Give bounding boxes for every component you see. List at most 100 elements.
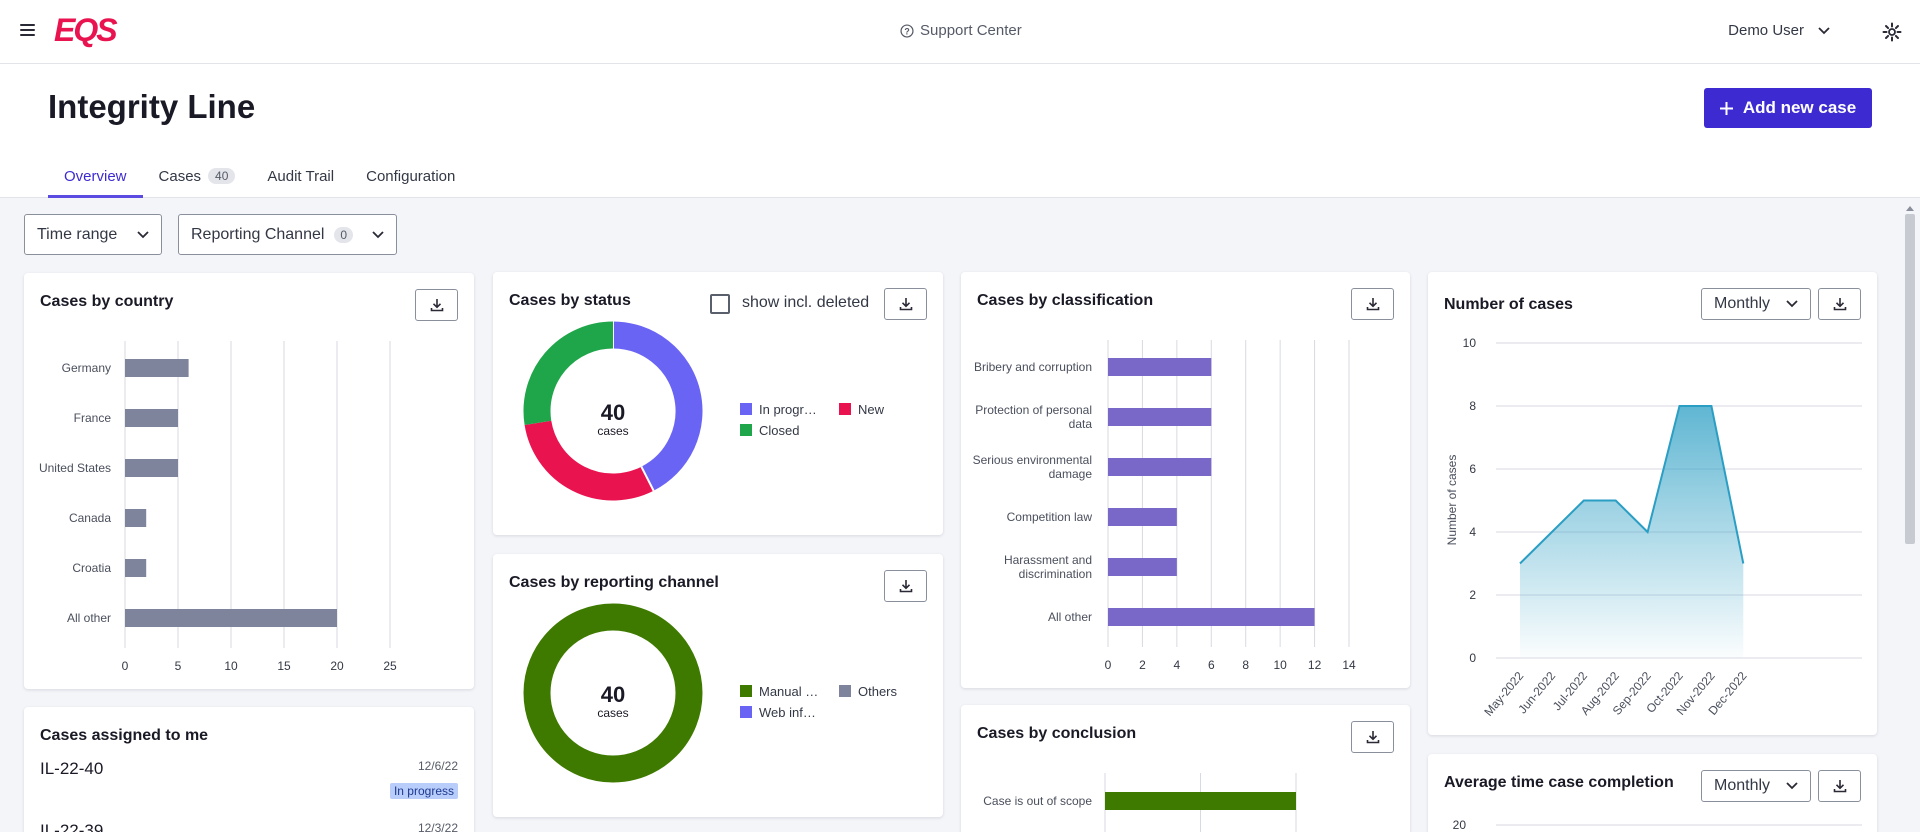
download-button[interactable] — [1351, 721, 1394, 753]
period-dropdown[interactable]: Monthly — [1701, 288, 1811, 320]
category-label: Serious environmental — [973, 453, 1092, 467]
tab-overview-label: Overview — [64, 168, 127, 185]
y-tick-label: 8 — [1469, 399, 1476, 413]
bar — [125, 409, 178, 427]
chevron-down-icon — [1818, 26, 1830, 34]
category-label: Croatia — [72, 561, 111, 575]
category-label: Competition law — [1007, 510, 1093, 524]
category-label: France — [74, 411, 112, 425]
add-new-case-button[interactable]: Add new case — [1704, 88, 1872, 128]
legend-swatch — [839, 685, 851, 697]
download-icon — [1366, 731, 1379, 744]
y-tick-label: 0 — [1469, 651, 1476, 665]
reporting-channel-count-badge: 0 — [334, 226, 354, 243]
download-button[interactable] — [1351, 288, 1394, 320]
cases-count-badge: 40 — [208, 168, 236, 184]
svg-text:EQS: EQS — [54, 12, 118, 48]
support-center-link[interactable]: ? Support Center — [900, 22, 1022, 39]
cases-by-reporting-channel-card: Cases by reporting channel 40 cases Manu… — [493, 554, 943, 817]
legend-label: Closed — [759, 423, 799, 438]
cases-by-reporting-channel-chart: 40 cases Manual … Others Web inf… — [523, 603, 898, 783]
legend-label: In progr… — [759, 402, 817, 417]
tab-configuration-label: Configuration — [366, 168, 456, 185]
case-date: 12/3/22 — [417, 821, 458, 832]
menu-icon[interactable] — [20, 24, 35, 38]
list-item[interactable]: IL-22-39 12/3/22 — [40, 821, 458, 832]
category-label: All other — [1048, 610, 1092, 624]
download-button[interactable] — [415, 289, 458, 321]
cases-by-status-title: Cases by status — [509, 292, 631, 309]
x-tick-label: 10 — [224, 659, 238, 673]
x-tick-label: 4 — [1174, 658, 1181, 672]
bar — [1108, 508, 1177, 526]
bar — [125, 359, 189, 377]
scroll-up-arrow[interactable] — [1906, 206, 1914, 211]
bar — [1105, 792, 1296, 810]
y-tick-label: 2 — [1469, 588, 1476, 602]
download-button[interactable] — [1818, 288, 1861, 320]
reporting-channel-dropdown[interactable]: Reporting Channel 0 — [178, 214, 397, 255]
x-tick-label: 5 — [175, 659, 182, 673]
user-menu[interactable]: Demo User — [1728, 22, 1830, 39]
cases-by-classification-title: Cases by classification — [977, 292, 1154, 309]
tab-overview[interactable]: Overview — [48, 164, 143, 198]
cases-by-status-chart: 40 cases In progr… New Closed — [523, 321, 885, 501]
x-tick-label: 10 — [1273, 658, 1287, 672]
download-icon — [899, 298, 912, 311]
slice-separator — [640, 466, 655, 492]
bar — [125, 559, 147, 577]
download-icon — [1366, 298, 1379, 311]
chevron-down-icon — [372, 230, 384, 238]
cases-by-status-card: Cases by status show incl. deleted 40 ca… — [493, 272, 943, 535]
bar — [1108, 458, 1212, 476]
reporting-channel-label: Reporting Channel — [191, 225, 325, 243]
tab-configuration[interactable]: Configuration — [350, 164, 471, 198]
legend-swatch — [839, 403, 851, 415]
chevron-down-icon — [1786, 782, 1798, 790]
period-dropdown[interactable]: Monthly — [1701, 770, 1811, 802]
cases-by-country-chart: 0 5 10 15 20 25 Germany France United States Cana… — [39, 341, 397, 673]
status-badge: In progress — [389, 783, 458, 799]
x-tick-label: 0 — [1105, 658, 1112, 672]
category-label: Case is out of scope — [983, 794, 1092, 808]
page-scrollbar[interactable] — [1904, 206, 1916, 832]
list-item[interactable]: IL-22-40 12/6/22 In progress — [40, 759, 458, 799]
x-tick-label: 12 — [1308, 658, 1322, 672]
user-name: Demo User — [1728, 22, 1804, 39]
download-button[interactable] — [884, 570, 927, 602]
cases-by-reporting-channel-title: Cases by reporting channel — [509, 574, 719, 591]
time-range-dropdown[interactable]: Time range — [24, 214, 162, 255]
support-center-label: Support Center — [920, 22, 1022, 39]
channel-total-unit: cases — [597, 706, 628, 720]
cases-by-country-card: Cases by country 0 5 10 15 20 25 Germany France… — [24, 273, 474, 689]
eqs-logo[interactable]: EQS — [54, 12, 118, 48]
y-tick-label: 10 — [1463, 336, 1477, 350]
cases-assigned-to-me-card: Cases assigned to me IL-22-40 12/6/22 In… — [24, 707, 474, 832]
scroll-thumb[interactable] — [1905, 214, 1915, 544]
gear-icon[interactable] — [1882, 22, 1902, 42]
series-line — [1519, 405, 1745, 565]
x-tick-label: 14 — [1342, 658, 1356, 672]
tab-cases-label: Cases — [158, 168, 202, 185]
case-id: IL-22-40 — [40, 759, 104, 778]
case-id: IL-22-39 — [40, 821, 104, 832]
legend-swatch — [740, 685, 752, 697]
cases-assigned-title: Cases assigned to me — [40, 727, 209, 744]
tab-audit-trail[interactable]: Audit Trail — [251, 164, 350, 198]
download-button[interactable] — [884, 288, 927, 320]
average-time-completion-card: Average time case completion Monthly 20 — [1428, 754, 1877, 832]
show-deleted-checkbox[interactable] — [710, 294, 730, 314]
legend-label: Others — [858, 684, 898, 699]
download-button[interactable] — [1818, 770, 1861, 802]
time-range-label: Time range — [37, 225, 118, 243]
tab-cases[interactable]: Cases 40 — [143, 164, 252, 198]
svg-text:?: ? — [904, 26, 909, 36]
cases-by-classification-card: Cases by classification 0 2 4 6 8 10 12 14 Bribe… — [961, 272, 1410, 688]
bar — [1108, 358, 1212, 376]
page-header: Integrity Line Add new case Overview Cas… — [0, 64, 1920, 198]
download-icon — [1833, 298, 1846, 311]
cases-by-classification-chart: 0 2 4 6 8 10 12 14 Bribery and corruption Protect… — [973, 340, 1356, 672]
chevron-down-icon — [1786, 300, 1798, 308]
category-label: Canada — [69, 511, 111, 525]
x-tick-label: 15 — [277, 659, 291, 673]
